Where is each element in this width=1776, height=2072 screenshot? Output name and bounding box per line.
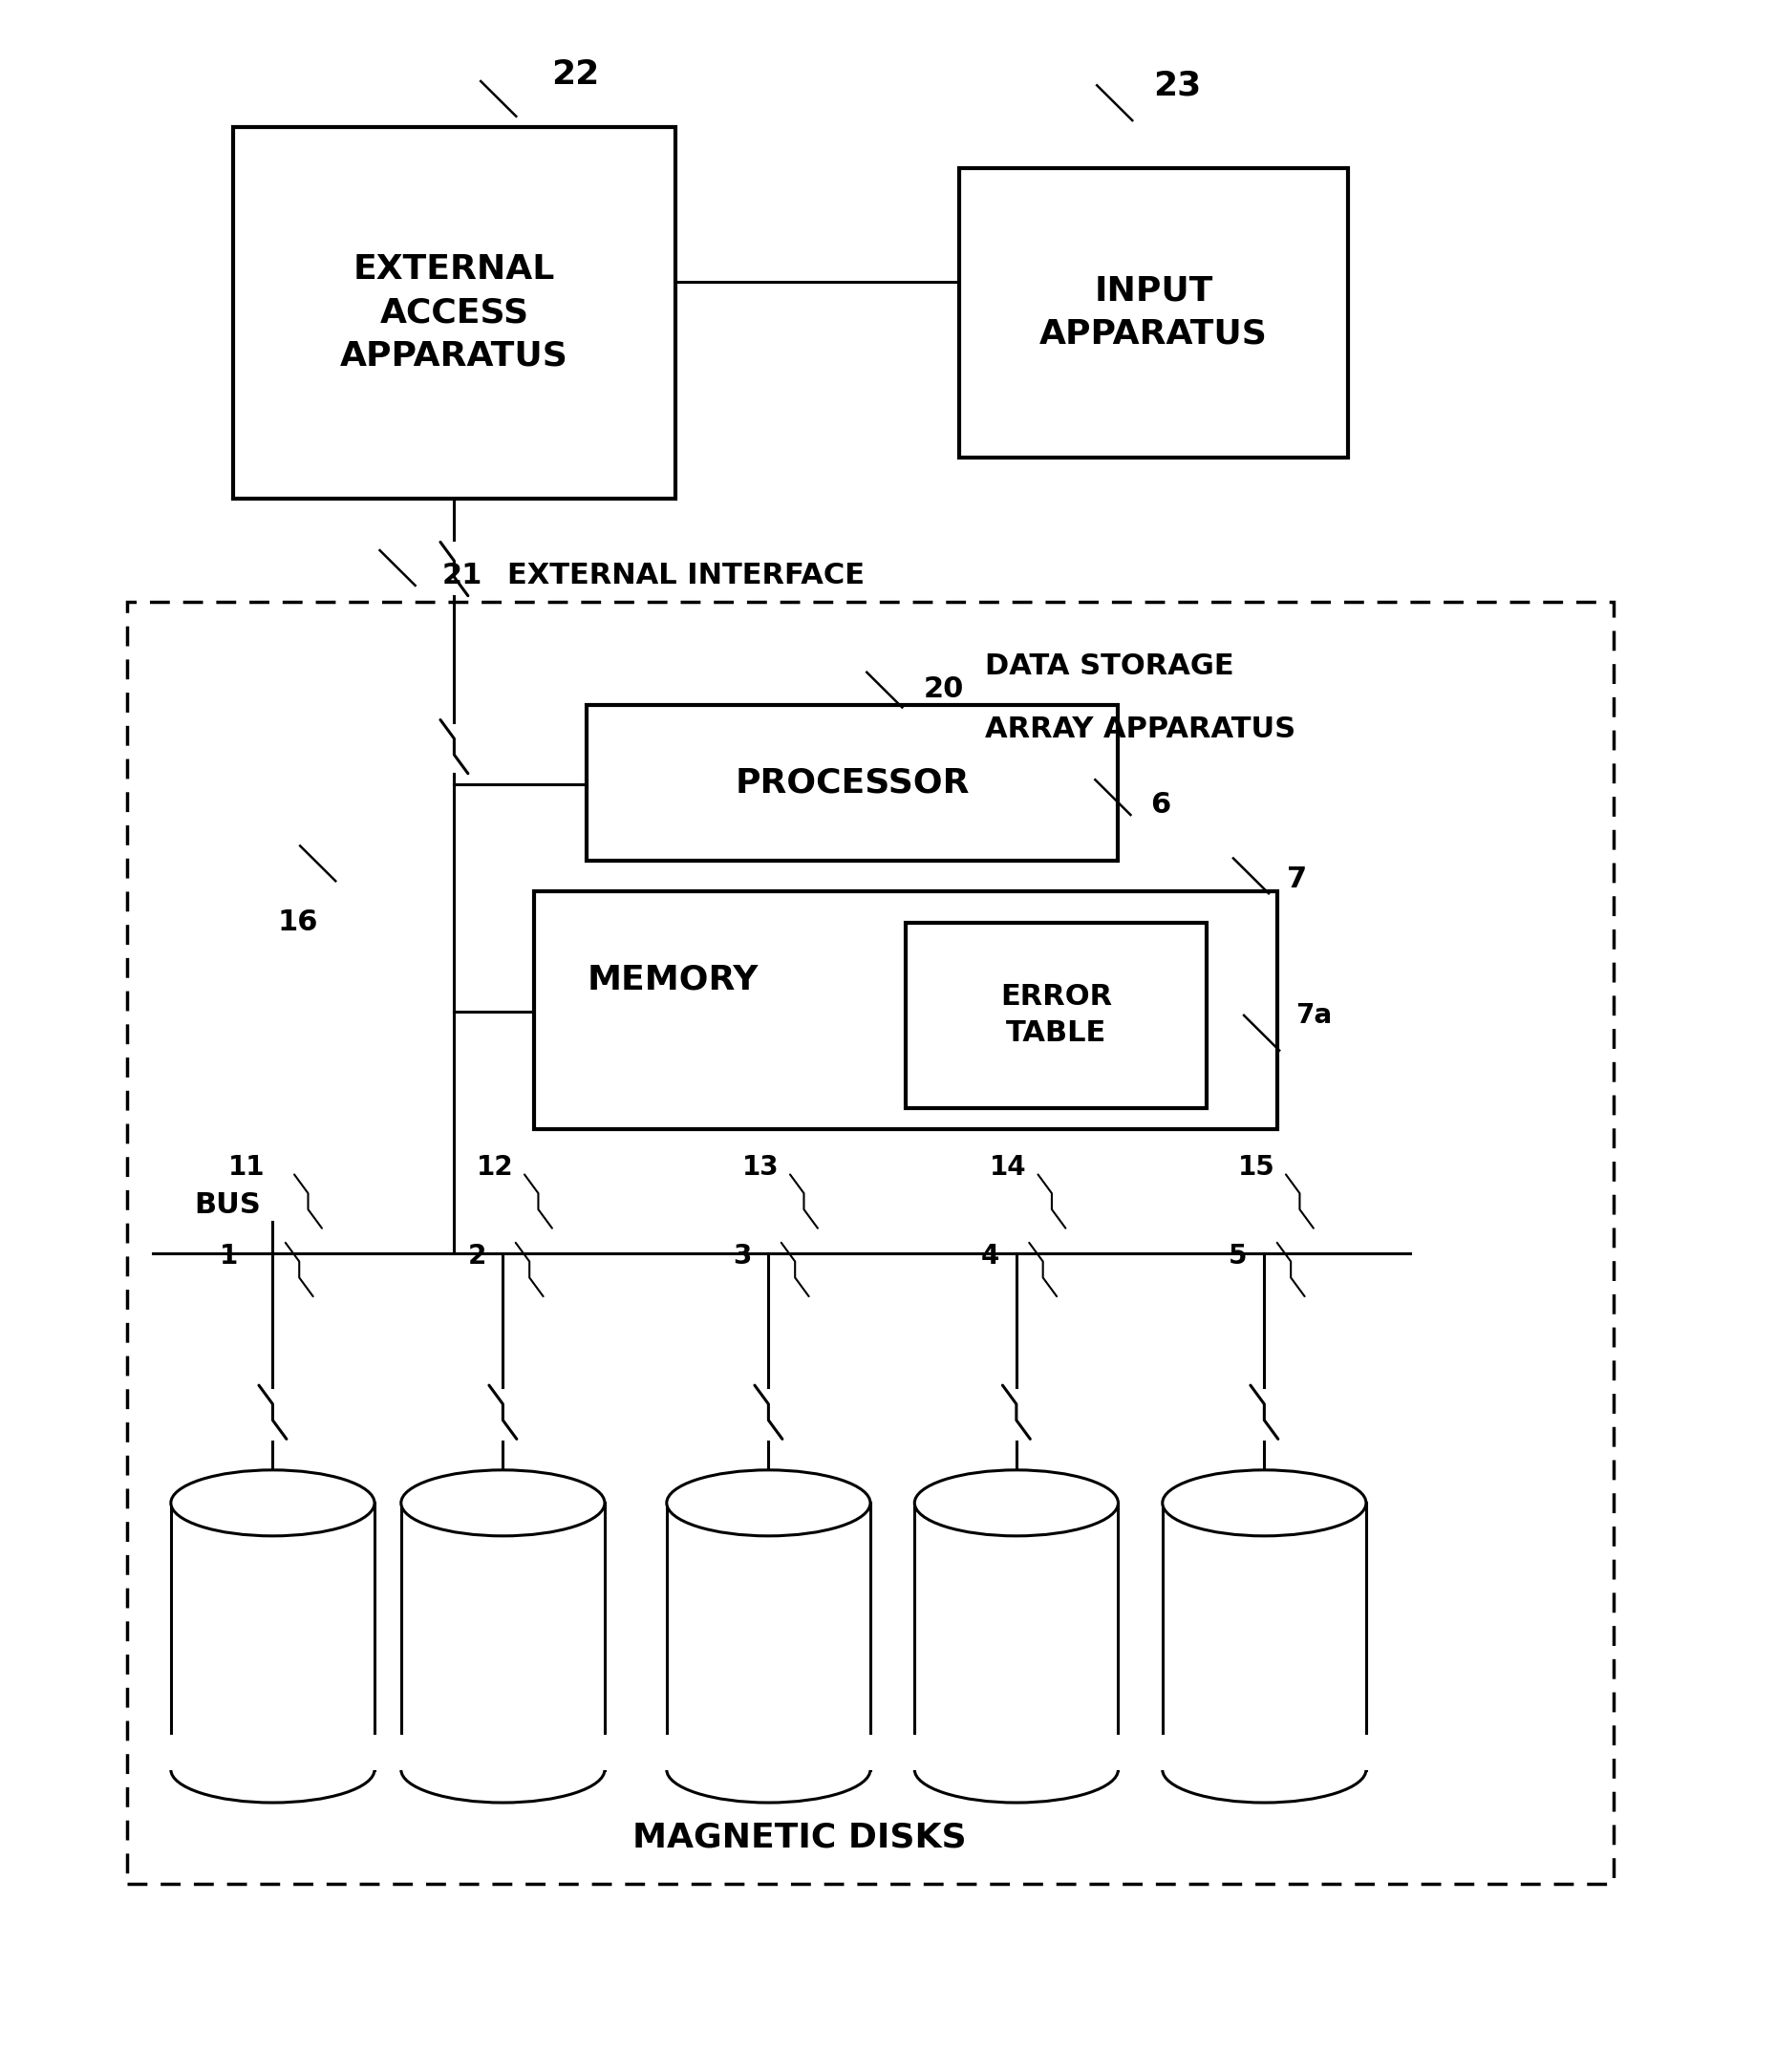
Ellipse shape — [915, 1736, 1119, 1803]
Bar — [666, 1502, 870, 1769]
Bar — [959, 168, 1348, 458]
Text: 23: 23 — [1154, 68, 1202, 102]
Text: ERROR
TABLE: ERROR TABLE — [1000, 984, 1112, 1048]
Text: MAGNETIC DISKS: MAGNETIC DISKS — [632, 1821, 966, 1854]
Ellipse shape — [666, 1469, 870, 1535]
Text: DATA STORAGE: DATA STORAGE — [986, 653, 1234, 680]
Text: BUS: BUS — [194, 1191, 261, 1218]
Text: 6: 6 — [1151, 792, 1170, 818]
Text: 14: 14 — [989, 1154, 1027, 1181]
Bar — [906, 1734, 1128, 1769]
Text: 21: 21 — [442, 562, 483, 588]
Ellipse shape — [170, 1736, 375, 1803]
Bar — [1154, 1734, 1375, 1769]
Bar — [535, 891, 1277, 1129]
Bar — [392, 1734, 613, 1769]
Text: 7: 7 — [1286, 866, 1307, 893]
Bar — [906, 922, 1206, 1109]
Ellipse shape — [1163, 1469, 1366, 1535]
Text: 7a: 7a — [1295, 1003, 1332, 1028]
Text: 3: 3 — [733, 1243, 751, 1270]
Ellipse shape — [915, 1469, 1119, 1535]
Bar — [657, 1734, 879, 1769]
Text: 4: 4 — [980, 1243, 1000, 1270]
Text: 1: 1 — [220, 1243, 238, 1270]
Text: 2: 2 — [467, 1243, 487, 1270]
Bar — [233, 126, 675, 499]
Text: 20: 20 — [924, 675, 964, 702]
Bar — [588, 704, 1119, 860]
Text: EXTERNAL
ACCESS
APPARATUS: EXTERNAL ACCESS APPARATUS — [339, 253, 568, 371]
Text: 12: 12 — [476, 1154, 513, 1181]
Ellipse shape — [170, 1469, 375, 1535]
Text: 13: 13 — [742, 1154, 780, 1181]
Text: ARRAY APPARATUS: ARRAY APPARATUS — [986, 715, 1296, 744]
Ellipse shape — [1163, 1736, 1366, 1803]
Text: 11: 11 — [229, 1154, 265, 1181]
Bar — [401, 1502, 604, 1769]
Text: 15: 15 — [1238, 1154, 1275, 1181]
Text: 5: 5 — [1229, 1243, 1247, 1270]
Ellipse shape — [401, 1469, 604, 1535]
Bar — [170, 1502, 375, 1769]
Bar — [126, 603, 1614, 1883]
Text: PROCESSOR: PROCESSOR — [735, 767, 970, 800]
Text: EXTERNAL INTERFACE: EXTERNAL INTERFACE — [508, 562, 865, 588]
Bar — [915, 1502, 1119, 1769]
Ellipse shape — [401, 1736, 604, 1803]
Text: 22: 22 — [552, 58, 600, 91]
Text: INPUT
APPARATUS: INPUT APPARATUS — [1039, 276, 1268, 350]
Bar — [162, 1734, 384, 1769]
Bar — [1163, 1502, 1366, 1769]
Text: 16: 16 — [277, 908, 318, 937]
Text: MEMORY: MEMORY — [588, 963, 758, 997]
Ellipse shape — [666, 1736, 870, 1803]
